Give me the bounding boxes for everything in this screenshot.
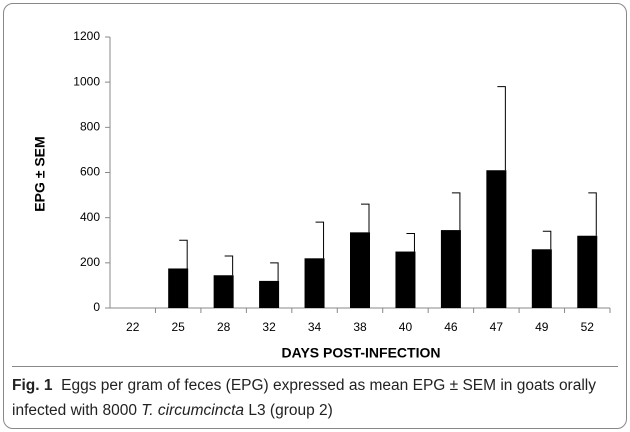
x-axis-label: DAYS POST-INFECTION [282, 345, 441, 361]
chart: EPG ± SEM DAYS POST-INFECTION 0 200 400 600… [32, 29, 611, 361]
error-bar [542, 230, 552, 250]
x-tick-label: 40 [399, 320, 413, 334]
x-tick-label: 38 [353, 320, 367, 334]
bar [350, 232, 370, 308]
y-tick-label: 400 [80, 210, 100, 224]
x-tick-label: 47 [490, 320, 504, 334]
error-bar [451, 192, 461, 231]
y-tick-label: 1000 [73, 74, 100, 88]
caption-tail: L3 (group 2) [244, 402, 333, 419]
error-bar [588, 192, 597, 236]
error-bar [315, 221, 325, 259]
bar [259, 280, 280, 308]
bar [304, 258, 325, 308]
bar [213, 275, 234, 308]
bar [440, 230, 461, 308]
bar [577, 235, 598, 308]
error-bar [497, 86, 506, 171]
error-bar [361, 203, 370, 233]
x-tick-label: 32 [262, 320, 276, 334]
y-tick-label: 600 [80, 165, 100, 179]
y-tick-label: 800 [80, 120, 100, 134]
x-tick-label: 22 [126, 320, 140, 334]
error-bar [179, 239, 188, 269]
error-bar [270, 262, 279, 281]
error-bar [406, 232, 415, 252]
bar [395, 251, 416, 308]
caption: Fig. 1 Eggs per gram of feces (EPG) expr… [12, 366, 618, 423]
x-tick-label: 25 [172, 320, 186, 334]
x-tick-label: 34 [308, 320, 322, 334]
caption-label: Fig. 1 [12, 377, 53, 394]
y-tick-label: 0 [93, 300, 100, 314]
x-tick-label: 46 [444, 320, 458, 334]
x-tick-label: 52 [581, 320, 595, 334]
bar [486, 170, 507, 308]
x-tick-label: 49 [535, 320, 549, 334]
bar [168, 268, 189, 308]
y-tick-label: 200 [80, 255, 100, 269]
y-axis-label: EPG ± SEM [32, 136, 48, 211]
figure: EPG ± SEM DAYS POST-INFECTION 0 200 400 600… [3, 3, 627, 429]
y-tick-label: 1200 [73, 29, 100, 43]
x-tick-label: 28 [217, 320, 231, 334]
bar [531, 249, 552, 308]
error-bar [224, 255, 234, 276]
caption-text: Eggs per gram of feces (EPG) expressed a… [12, 377, 596, 419]
caption-species: T. circumcincta [141, 402, 245, 419]
